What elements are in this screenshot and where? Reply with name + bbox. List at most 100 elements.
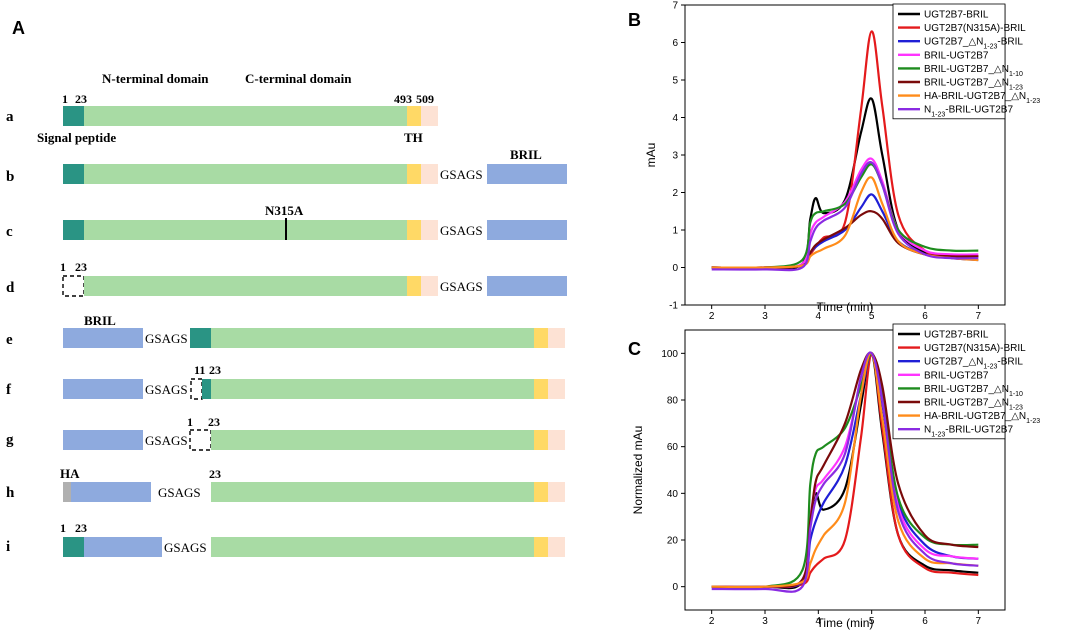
y-tick-label: 1 (672, 226, 678, 237)
row-letter-a: a (6, 109, 14, 125)
y-tick-label: 40 (667, 489, 679, 500)
series-line-8 (711, 351, 979, 593)
y-tick-label: 7 (672, 1, 678, 12)
linker-label: GSAGS (145, 433, 188, 448)
signal-peptide-block (202, 379, 211, 399)
legend-label: N1-23-BRIL-UGT2B7 (924, 425, 1013, 439)
x-tick-label: 5 (869, 311, 875, 322)
chart-b: B 2 3 4 5 6 7 -1 0 1 2 3 4 5 6 7 Time (min) mAu UGT2B7… (628, 1, 1040, 323)
y-tick-label: 80 (667, 396, 679, 407)
x-tick-label: 7 (976, 311, 982, 322)
th-label: TH (404, 130, 423, 145)
legend-label: BRIL-UGT2B7_△N1-23 (924, 398, 1023, 412)
c-tail-block (421, 164, 438, 184)
series-line-4 (711, 157, 979, 269)
bril-block (487, 220, 567, 240)
legend-label: BRIL-UGT2B7 (924, 50, 989, 61)
series-line-5 (711, 163, 979, 270)
series-line-8 (711, 161, 979, 272)
pos-23-label: 23 (75, 521, 87, 535)
row-letter-c: c (6, 224, 13, 240)
c-tail-block (548, 379, 565, 399)
pos-23-label: 23 (75, 92, 87, 106)
panel-a: A N-terminal domain C-terminal domain a … (6, 18, 567, 557)
y-tick-label: 20 (667, 536, 679, 547)
c-tail-block (548, 482, 565, 502)
linker-label: GSAGS (440, 167, 483, 182)
y-tick-label: 100 (661, 349, 678, 360)
y-tick-label: 60 (667, 442, 679, 453)
c-tail-block (421, 220, 438, 240)
y-tick-label: 2 (672, 188, 678, 199)
th-block (534, 379, 548, 399)
legend-label: UGT2B7-BRIL (924, 10, 989, 21)
ha-label: HA (60, 466, 80, 481)
construct-row-h: h HA GSAGS 23 (6, 466, 565, 502)
x-axis-label: Time (min) (817, 616, 874, 630)
ha-tag-block (63, 482, 71, 502)
signal-peptide-block (190, 328, 211, 348)
deletion-end-label: 23 (75, 260, 87, 274)
row-letter-f: f (6, 382, 12, 398)
c-tail-block (548, 328, 565, 348)
ugt-domain-block (211, 379, 534, 399)
deletion-start-label: 1 (187, 415, 193, 429)
th-block (407, 164, 421, 184)
signal-peptide-block (63, 220, 84, 240)
y-axis-label: Normalized mAu (631, 426, 645, 515)
legend-label: UGT2B7(N315A)-BRIL (924, 23, 1026, 34)
legend-label: HA-BRIL-UGT2B7_△N1-23 (924, 411, 1040, 425)
y-tick-label: 3 (672, 151, 678, 162)
y-axis-label: mAu (644, 143, 658, 168)
legend-label: UGT2B7_△N1-23-BRIL (924, 37, 1023, 51)
x-tick-label: 5 (869, 616, 875, 627)
legend-label: UGT2B7(N315A)-BRIL (924, 343, 1026, 354)
x-tick-label: 3 (762, 311, 768, 322)
chart-c: C 2 3 4 5 6 7 0 20 40 60 80 100 Time (min) Normaliz… (628, 323, 1040, 630)
row-letter-d: d (6, 280, 15, 296)
ugt-domain-block (84, 220, 407, 240)
x-tick-label: 2 (709, 311, 715, 322)
linker-label: GSAGS (158, 485, 201, 500)
deletion-end-label: 23 (208, 415, 220, 429)
panel-label-c: C (628, 339, 641, 359)
signal-peptide-label: Signal peptide (37, 130, 116, 145)
construct-row-e: e BRIL GSAGS (6, 313, 565, 348)
series-lines (711, 30, 979, 272)
bril-block (487, 276, 567, 296)
row-letter-i: i (6, 539, 10, 555)
linker-label: GSAGS (145, 382, 188, 397)
x-tick-label: 6 (922, 616, 928, 627)
th-block (407, 276, 421, 296)
construct-row-b: b GSAGS BRIL (6, 147, 567, 185)
x-tick-label: 6 (922, 311, 928, 322)
deletion-end-label: 23 (209, 363, 221, 377)
mutation-label: N315A (265, 203, 304, 218)
ugt-domain-block (211, 482, 534, 502)
pos-1-label: 1 (62, 92, 68, 106)
axis-ticks: 2 3 4 5 6 7 -1 0 1 2 3 4 5 6 7 (669, 1, 981, 323)
bril-block (71, 482, 151, 502)
bril-block (63, 379, 143, 399)
th-block (534, 430, 548, 450)
c-domain-label: C-terminal domain (245, 71, 352, 86)
legend-label: N1-23-BRIL-UGT2B7 (924, 105, 1013, 119)
construct-row-a: a 1 23 493 509 Signal peptide TH (6, 92, 438, 145)
c-tail-block (548, 430, 565, 450)
bril-block (63, 328, 143, 348)
bril-label: BRIL (84, 313, 116, 328)
ugt-domain-block (84, 276, 407, 296)
y-tick-label: 4 (672, 113, 678, 124)
legend-label: BRIL-UGT2B7_△N1-23 (924, 78, 1023, 92)
legend-label: UGT2B7-BRIL (924, 330, 989, 341)
panel-label-b: B (628, 10, 641, 30)
legend-label: BRIL-UGT2B7_△N1-10 (924, 64, 1023, 78)
pos-23-label: 23 (209, 467, 221, 481)
th-block (534, 537, 548, 557)
bril-label: BRIL (510, 147, 542, 162)
bril-block (63, 430, 143, 450)
linker-label: GSAGS (164, 540, 207, 555)
x-tick-label: 2 (709, 616, 715, 627)
row-letter-h: h (6, 485, 15, 501)
